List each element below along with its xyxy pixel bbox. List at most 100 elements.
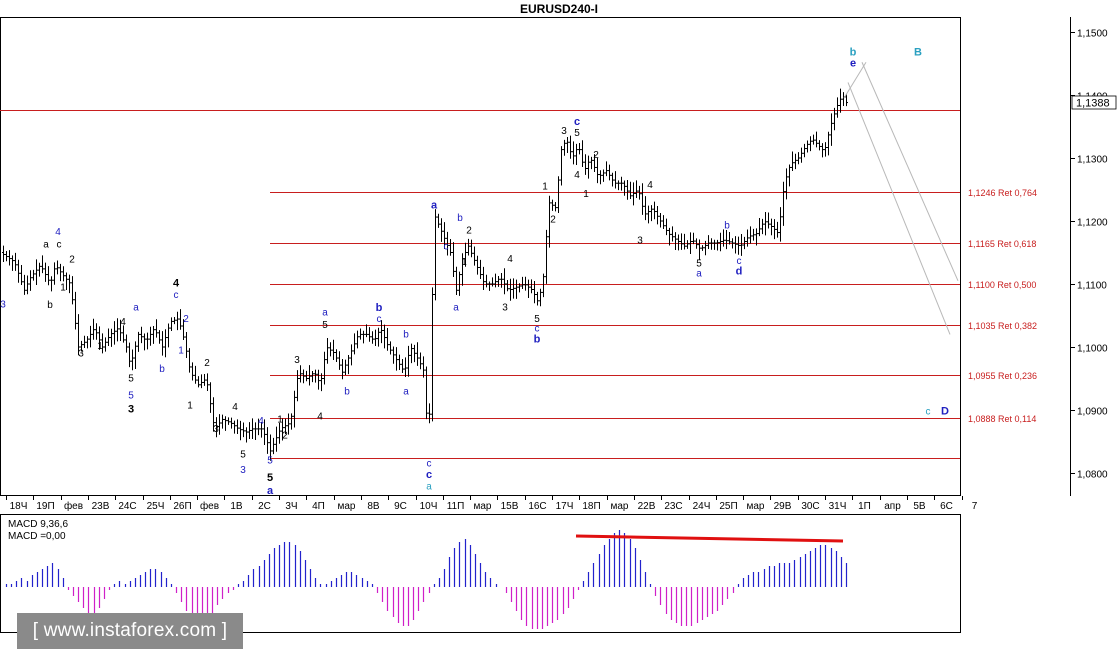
price-bar — [665, 218, 668, 236]
price-bar — [638, 185, 641, 200]
y-tick-label: 1,1100 — [1077, 281, 1107, 292]
price-bar — [44, 262, 47, 282]
watermark[interactable]: [ www.instaforex.com ] — [17, 613, 243, 649]
price-bar — [611, 172, 614, 187]
price-bar — [365, 324, 368, 338]
price-bar — [107, 328, 110, 346]
wave-label: 3 — [128, 404, 134, 416]
price-bar — [332, 339, 335, 361]
price-bar — [5, 250, 8, 262]
price-bar — [620, 176, 623, 191]
x-tick-label: 1П — [858, 501, 871, 512]
price-bar — [614, 171, 617, 189]
price-bar — [326, 337, 329, 364]
price-bar — [728, 231, 731, 245]
price-bar — [488, 281, 491, 291]
price-bar — [521, 276, 524, 290]
price-bar — [110, 328, 113, 347]
price-bar — [149, 326, 152, 346]
price-bar — [140, 326, 143, 344]
price-bar — [245, 427, 248, 443]
price-bar — [95, 323, 98, 340]
forecast-line — [843, 61, 867, 99]
wave-label: c — [377, 314, 382, 325]
price-bar — [830, 113, 833, 146]
price-bar — [17, 259, 20, 283]
price-bar — [563, 139, 566, 156]
price-bar — [71, 276, 74, 305]
price-bar — [104, 337, 107, 352]
price-bar — [77, 314, 80, 356]
wave-label: b — [344, 386, 350, 397]
price-bar — [293, 390, 296, 428]
wave-label: d — [736, 266, 743, 278]
price-bar — [20, 264, 23, 285]
wave-label: 3 — [213, 424, 219, 435]
wave-label: 5 — [574, 128, 580, 139]
price-bar — [374, 329, 377, 346]
price-bar — [254, 422, 257, 440]
price-bar — [635, 180, 638, 198]
price-bar — [416, 342, 419, 366]
price-bar — [203, 373, 206, 386]
price-bar — [662, 215, 665, 230]
x-tick-label: 17Ч — [556, 501, 574, 512]
wave-label: 1 — [277, 415, 283, 426]
x-tick-label: апр — [884, 501, 901, 512]
wave-label: 3 — [0, 299, 6, 310]
price-bar — [113, 321, 116, 345]
price-bar — [485, 274, 488, 288]
price-bar — [167, 323, 170, 348]
x-tick-label: 23С — [664, 501, 682, 512]
price-bar — [428, 403, 431, 424]
price-bar — [383, 324, 386, 349]
price-bar — [137, 331, 140, 352]
price-bar — [464, 242, 467, 267]
price-bar — [473, 246, 476, 266]
price-bar — [683, 233, 686, 250]
price-bar — [542, 273, 545, 298]
wave-label: b — [724, 221, 730, 232]
price-bar — [713, 239, 716, 250]
price-bar — [656, 205, 659, 225]
price-bar — [359, 328, 362, 340]
retracement-level-label: 1,1035 Ret 0,382 — [968, 321, 1037, 331]
price-bar — [182, 319, 185, 341]
price-bar — [83, 335, 86, 348]
price-bar — [41, 255, 44, 274]
wave-label: 1 — [542, 182, 548, 193]
price-bar — [587, 155, 590, 179]
price-bar — [839, 88, 842, 113]
wave-label: 2 — [593, 150, 599, 161]
price-bar — [449, 239, 452, 256]
price-bar — [740, 233, 743, 256]
price-bar — [455, 266, 458, 295]
wave-label: c — [57, 239, 62, 250]
price-bar — [125, 334, 128, 353]
wave-label: b — [457, 213, 463, 224]
x-tick-label: 7 — [972, 501, 978, 512]
price-bar — [209, 382, 212, 413]
price-bar — [134, 341, 137, 369]
price-bar — [296, 370, 299, 402]
price-bar — [2, 245, 5, 262]
price-bar — [344, 359, 347, 375]
price-bar — [119, 319, 122, 341]
price-bar — [518, 283, 521, 293]
price-bar — [701, 245, 704, 251]
price-bar — [377, 327, 380, 347]
price-bar — [590, 156, 593, 170]
price-bar — [92, 318, 95, 340]
price-bar — [572, 141, 575, 165]
wave-label: 4 — [258, 416, 264, 427]
wave-label: b — [376, 302, 383, 314]
y-tick-label: 1,1300 — [1077, 155, 1108, 166]
price-bar — [677, 234, 680, 251]
price-bar — [623, 180, 626, 196]
price-bar — [743, 236, 746, 250]
x-tick-label: 9С — [394, 501, 407, 512]
price-bar — [704, 240, 707, 256]
price-bar — [143, 333, 146, 351]
price-bar — [524, 276, 527, 291]
price-bar — [644, 196, 647, 221]
